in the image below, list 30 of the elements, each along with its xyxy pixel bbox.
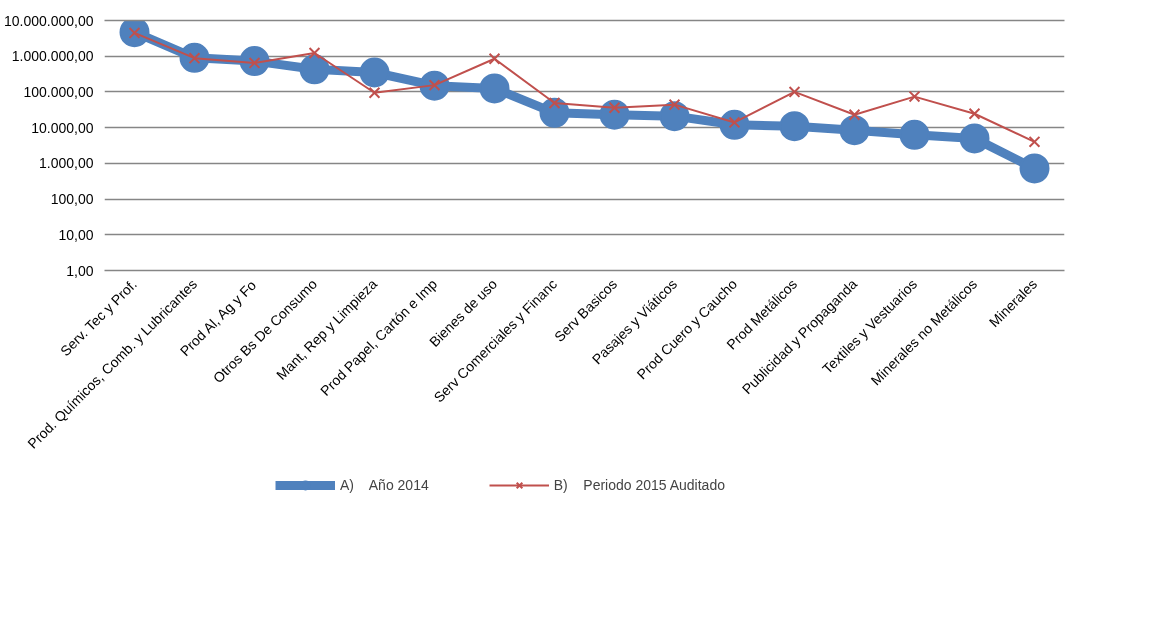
point [479,73,510,104]
point [908,90,921,103]
point [779,111,810,142]
point [539,97,570,128]
point [668,98,681,111]
point [608,101,621,114]
point [359,57,390,88]
point [788,85,801,98]
point [488,52,501,65]
y-tick-label: 10.000.000,00 [3,12,94,29]
point [839,115,870,146]
y-tick-label: 100.000,00 [23,83,94,100]
point [848,108,861,121]
point [899,119,930,150]
legend-label: A) Año 2014 [340,477,429,493]
y-tick-label: 10,00 [58,226,94,243]
point [548,97,561,109]
point [368,86,381,99]
point [308,47,321,59]
point [299,54,330,85]
y-tick-label: 1,00 [66,262,94,279]
y-tick-label: 100,00 [50,191,94,208]
y-tick-label: 10.000,00 [31,119,94,136]
legend-label: B) Periodo 2015 Auditado [553,477,725,493]
point [959,123,990,154]
point [1019,153,1050,184]
point [968,107,981,120]
y-tick-label: 1.000,00 [39,155,94,172]
y-tick-label: 1.000.000,00 [11,48,94,65]
point [1028,135,1041,148]
